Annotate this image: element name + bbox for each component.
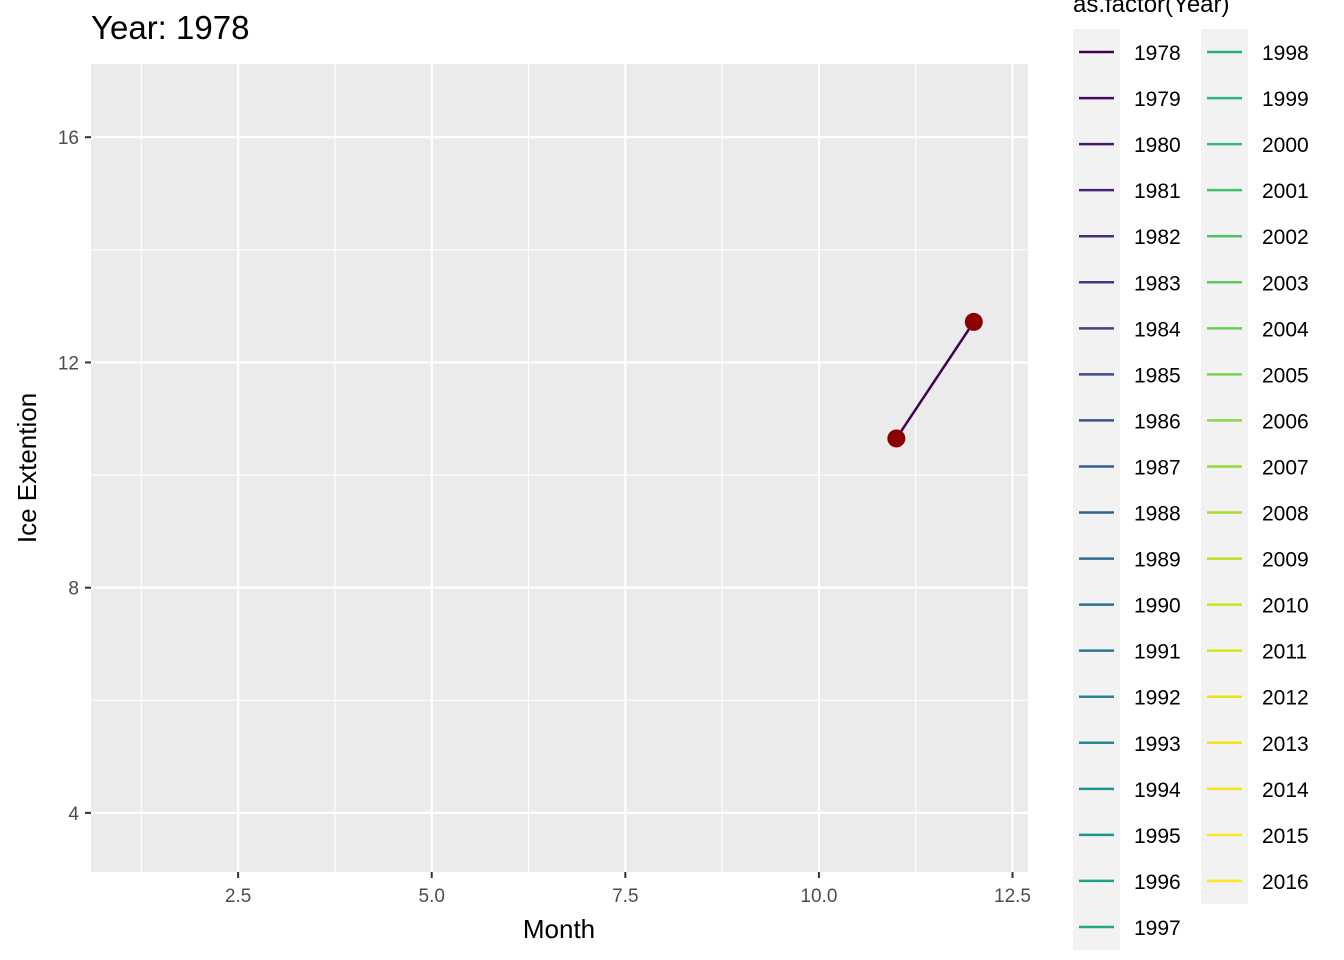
legend-label: 1981: [1134, 180, 1181, 203]
legend-label: 1994: [1134, 779, 1181, 802]
legend-key-background: [1073, 29, 1120, 950]
y-tick-label: 12: [58, 353, 79, 374]
legend-label: 2011: [1262, 641, 1307, 664]
x-axis: 2.5 5.0 7.5 10.0 12.5: [225, 872, 1031, 907]
x-tick-label: 2.5: [225, 886, 251, 907]
y-axis: 4 8 12 16: [58, 128, 91, 825]
x-tick-label: 12.5: [994, 886, 1031, 907]
legend-label: 2004: [1262, 318, 1309, 341]
legend-label: 1993: [1134, 733, 1181, 756]
legend-label: 1998: [1262, 42, 1309, 65]
legend-label: 1988: [1134, 503, 1181, 526]
data-point: [887, 429, 906, 448]
y-axis-title: Ice Extention: [12, 393, 42, 543]
legend-label: 1983: [1134, 272, 1181, 295]
legend-label: 2002: [1262, 226, 1309, 249]
legend-label: 1995: [1134, 825, 1181, 848]
series-line: [895, 321, 975, 440]
legend-label: 2016: [1262, 871, 1309, 894]
legend-label: 1989: [1134, 549, 1181, 572]
legend: 1978 1979 1980 1981 1982 1983 1984 1985 1986 1987…: [1073, 29, 1309, 950]
legend-label: 2000: [1262, 134, 1309, 157]
legend-label: 2009: [1262, 549, 1309, 572]
legend-label: 1987: [1134, 456, 1181, 479]
x-tick-label: 5.0: [419, 886, 445, 907]
legend-label: 1980: [1134, 134, 1181, 157]
plot-panel: [91, 64, 1028, 872]
series-points: [887, 312, 983, 448]
legend-label: 1978: [1134, 42, 1181, 65]
data-point: [964, 312, 983, 331]
legend-label: 1984: [1134, 318, 1181, 341]
legend-label: 1992: [1134, 687, 1181, 710]
legend-label: 2010: [1262, 595, 1309, 618]
grid-major: [91, 64, 1028, 872]
legend-label: 1996: [1134, 871, 1181, 894]
x-axis-title: Month: [523, 914, 595, 944]
legend-label: 2006: [1262, 410, 1309, 433]
legend-label: 1985: [1134, 364, 1181, 387]
x-tick-label: 10.0: [800, 886, 837, 907]
y-tick-label: 8: [68, 579, 79, 600]
grid-minor: [91, 64, 1028, 872]
y-tick-label: 4: [68, 804, 79, 825]
x-tick-label: 7.5: [612, 886, 638, 907]
legend-label: 1986: [1134, 410, 1181, 433]
legend-label: 2014: [1262, 779, 1309, 802]
legend-label: 2008: [1262, 503, 1309, 526]
legend-label: 1997: [1134, 917, 1181, 940]
legend-label: 1982: [1134, 226, 1181, 249]
legend-label: 2007: [1262, 456, 1309, 479]
legend-label: 2001: [1262, 180, 1309, 203]
chart-title: Year: 1978: [91, 9, 249, 46]
legend-label: 2015: [1262, 825, 1309, 848]
series-lines: [895, 321, 975, 440]
legend-label: 2013: [1262, 733, 1309, 756]
legend-label: 2003: [1262, 272, 1309, 295]
legend-title: as.factor(Year): [1073, 0, 1230, 18]
legend-label: 2005: [1262, 364, 1309, 387]
legend-label: 1990: [1134, 595, 1181, 618]
y-tick-label: 16: [58, 128, 79, 149]
legend-label: 2012: [1262, 687, 1309, 710]
legend-label: 1999: [1262, 88, 1309, 111]
legend-label: 1979: [1134, 88, 1181, 111]
legend-label: 1991: [1134, 641, 1181, 664]
